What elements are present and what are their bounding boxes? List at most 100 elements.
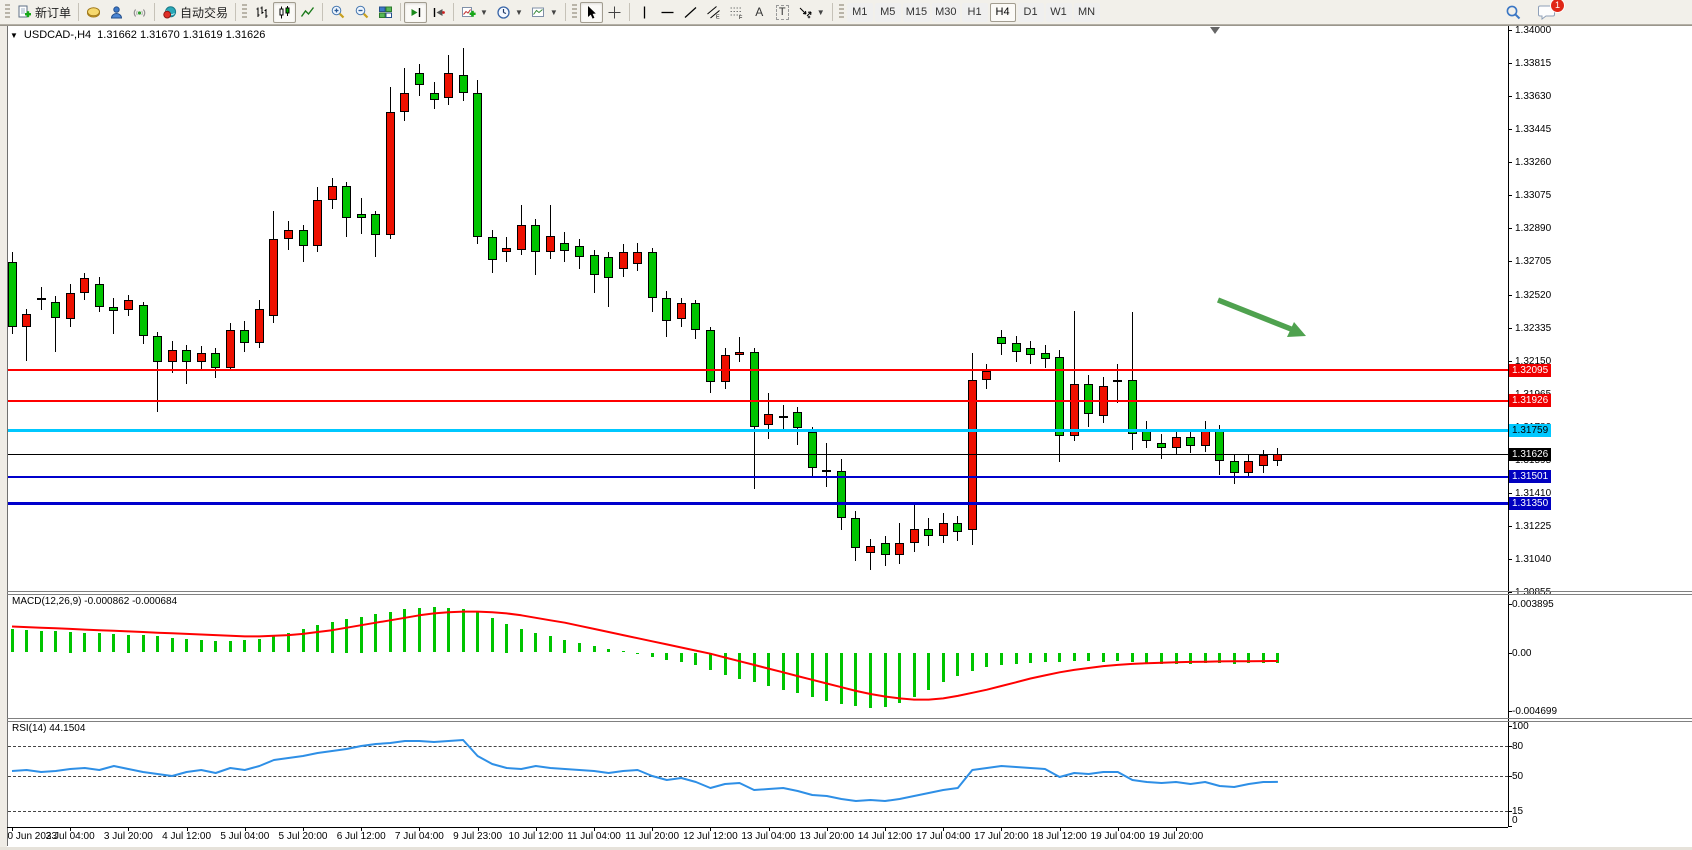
annotation-arrow-shaft[interactable]	[1216, 297, 1293, 332]
candle-bearish	[109, 307, 119, 311]
macd-histogram-bar	[1189, 652, 1192, 664]
search-button[interactable]	[1501, 2, 1526, 23]
candle-bullish	[866, 546, 875, 554]
vertical-line-tool-button[interactable]	[633, 2, 656, 23]
time-axis-label: 13 Jul 20:00	[799, 831, 855, 842]
rsi-splitter[interactable]	[0, 718, 1692, 719]
bar-chart-mode-button[interactable]	[250, 2, 273, 23]
candle-bearish	[356, 214, 366, 218]
macd-histogram-bar	[345, 619, 349, 653]
candle-bearish	[531, 224, 541, 252]
chart-menu-caret-icon[interactable]: ▼	[10, 30, 18, 40]
toolbar-grip[interactable]	[571, 4, 577, 20]
cursor-tool-button[interactable]	[579, 1, 603, 23]
templates-button[interactable]: ▼	[527, 2, 562, 23]
timeframe-button-M5[interactable]: M5	[874, 2, 901, 22]
candle-bullish	[327, 185, 337, 200]
main-toolbar: 新订单 自动交易	[0, 0, 1692, 25]
macd-splitter[interactable]	[0, 591, 1692, 592]
macd-histogram-bar	[83, 632, 87, 653]
equidistant-channel-tool-button[interactable]: E	[702, 2, 725, 23]
timeframe-button-M30[interactable]: M30	[932, 2, 960, 22]
toolbar-grip[interactable]	[242, 4, 248, 20]
auto-scroll-button[interactable]	[404, 1, 428, 23]
shapes-tool-button[interactable]: ▼	[794, 2, 829, 23]
zoom-in-button[interactable]	[326, 2, 350, 23]
timeframe-button-W1[interactable]: W1	[1045, 2, 1072, 22]
price-axis-tick	[1508, 162, 1512, 164]
macd-histogram-bar	[1072, 652, 1076, 662]
timeframe-button-H4[interactable]: H4	[989, 2, 1016, 22]
timeframe-button-M15[interactable]: M15	[902, 2, 931, 22]
timeframe-button-MN[interactable]: MN	[1073, 2, 1100, 22]
macd-histogram-bar	[898, 652, 902, 704]
candle-wick	[549, 205, 551, 259]
macd-splitter-2[interactable]	[0, 594, 1692, 595]
price-level-line[interactable]	[8, 429, 1508, 432]
macd-histogram-bar	[505, 624, 509, 653]
price-axis-tick	[1508, 327, 1512, 329]
crosshair-tool-button[interactable]	[603, 2, 626, 23]
macd-histogram-bar	[723, 652, 727, 675]
tile-windows-button[interactable]	[374, 2, 397, 23]
macd-histogram-bar	[607, 648, 611, 653]
macd-histogram-bar	[374, 614, 378, 653]
candle-bearish	[1127, 380, 1137, 434]
macd-histogram-bar	[359, 616, 363, 653]
candlestick-icon	[279, 5, 290, 18]
notifications-button[interactable]: 1	[1534, 0, 1565, 23]
fibonacci-tool-button[interactable]: F	[725, 2, 748, 23]
line-chart-mode-button[interactable]	[296, 2, 319, 23]
price-axis-label: 1.33630	[1515, 91, 1552, 103]
market-depth-button[interactable]	[82, 2, 105, 23]
chart-shift-icon	[433, 7, 445, 17]
signals-button[interactable]	[128, 2, 151, 23]
indicators-button[interactable]: ▼	[457, 2, 492, 23]
shapes-arrows-icon	[799, 7, 812, 18]
auto-trading-icon	[163, 5, 177, 19]
macd-histogram-bar	[156, 635, 159, 653]
candle-bearish	[414, 72, 424, 86]
channel-icon: E	[706, 5, 720, 20]
candle-bullish	[400, 92, 410, 113]
timeframe-button-M1[interactable]: M1	[846, 2, 873, 22]
text-tool-button[interactable]: A	[748, 2, 771, 23]
annotation-arrow-head-icon[interactable]	[1287, 322, 1306, 337]
price-level-line[interactable]	[8, 369, 1508, 372]
chart-shift-button[interactable]	[427, 2, 450, 23]
fibo-letter: F	[739, 15, 743, 20]
new-order-button[interactable]: 新订单	[13, 2, 75, 23]
time-axis-tick	[70, 827, 72, 831]
periods-button[interactable]: ▼	[492, 2, 527, 23]
timeframe-button-H1[interactable]: H1	[961, 2, 988, 22]
chart-shift-marker-icon[interactable]	[1210, 27, 1220, 34]
auto-trading-button[interactable]: 自动交易	[158, 2, 232, 23]
trendline-tool-button[interactable]	[679, 2, 702, 23]
candle-bearish	[996, 337, 1006, 345]
dropdown-caret-icon: ▼	[549, 7, 558, 17]
zoom-out-button[interactable]	[350, 2, 374, 23]
new-order-icon	[18, 5, 31, 17]
candlestick-mode-button[interactable]	[273, 1, 297, 23]
candle-wick	[826, 442, 828, 488]
horizontal-line-tool-button[interactable]	[656, 2, 679, 23]
text-label-tool-button[interactable]: T	[771, 2, 794, 23]
toolbar-grip[interactable]	[838, 4, 844, 20]
price-level-line[interactable]	[8, 453, 1508, 455]
candle-bearish	[1215, 428, 1225, 461]
price-level-line[interactable]	[8, 475, 1508, 478]
macd-histogram-bar	[548, 636, 552, 653]
macd-histogram-bar	[534, 632, 538, 653]
price-level-line[interactable]	[8, 502, 1508, 505]
time-axis-label: 13 Jul 04:00	[741, 831, 796, 842]
accounts-button[interactable]	[105, 2, 128, 23]
rsi-splitter-2[interactable]	[0, 721, 1692, 722]
dropdown-caret-icon: ▼	[480, 7, 488, 17]
price-axis-label: 1.32335	[1515, 322, 1552, 334]
toolbar-grip[interactable]	[5, 4, 10, 20]
price-axis-tick	[1508, 294, 1512, 296]
timeframe-button-D1[interactable]: D1	[1017, 2, 1044, 22]
macd-axis-label: 0.003895	[1512, 599, 1554, 611]
price-level-line[interactable]	[8, 399, 1508, 402]
